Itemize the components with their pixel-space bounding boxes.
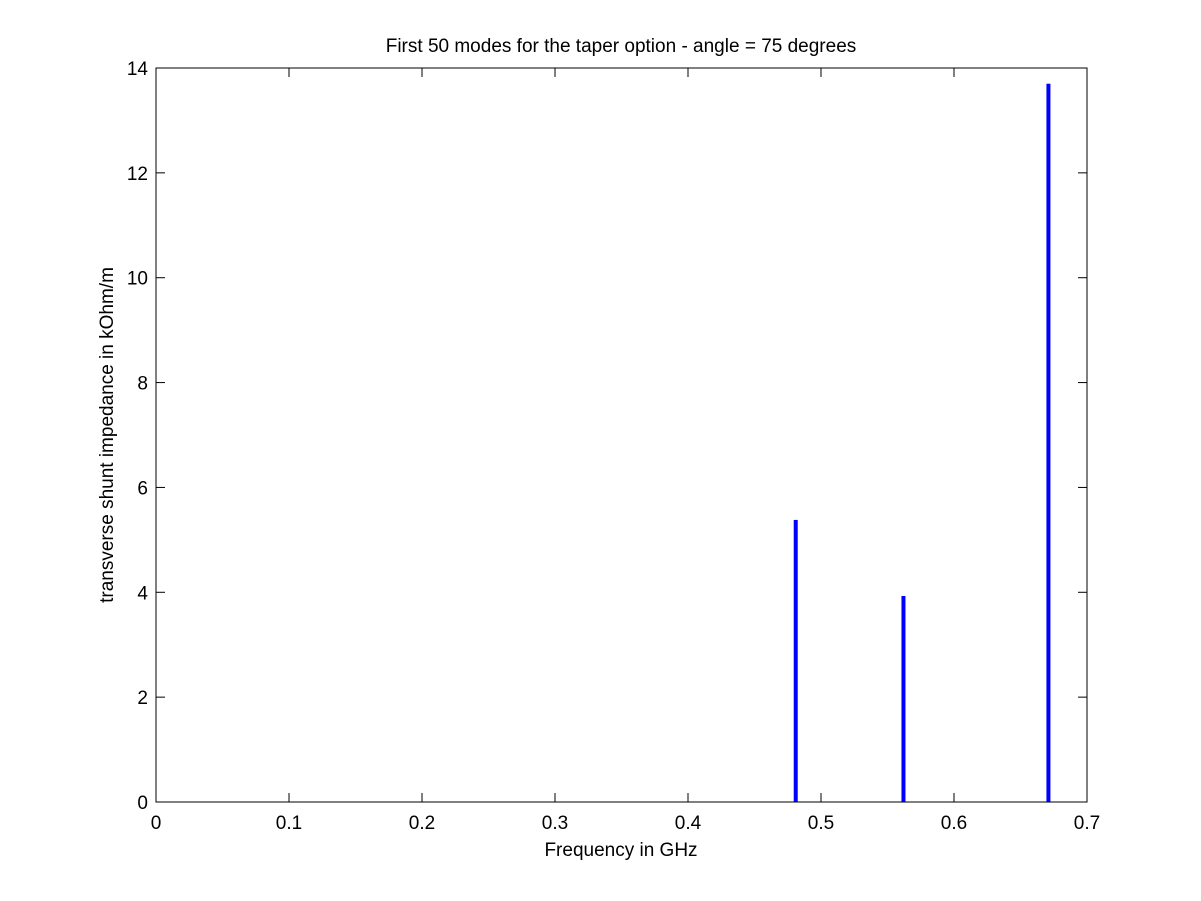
x-tick-label: 0 xyxy=(151,813,162,834)
chart-title: First 50 modes for the taper option - an… xyxy=(386,36,857,57)
y-tick-label: 0 xyxy=(137,793,148,814)
x-tick-labels: 0 0.1 0.2 0.3 0.4 0.5 0.6 0.7 xyxy=(151,813,1101,834)
x-tick-label: 0.1 xyxy=(276,813,302,834)
y-axis-label: transverse shunt impedance in kOhm/m xyxy=(97,267,118,603)
bar xyxy=(793,519,798,802)
y-tick-label: 4 xyxy=(137,583,148,604)
x-tick-label: 0.5 xyxy=(808,813,834,834)
y-tick-label: 6 xyxy=(137,478,148,499)
x-tick-label: 0.4 xyxy=(675,813,702,834)
y-tick-labels: 0 2 4 6 8 10 12 14 xyxy=(127,59,149,814)
x-tick-label: 0.6 xyxy=(941,813,967,834)
x-tick-label: 0.3 xyxy=(542,813,568,834)
x-tick-label: 0.2 xyxy=(409,813,435,834)
y-tick-label: 12 xyxy=(127,164,148,185)
x-axis-label: Frequency in GHz xyxy=(544,840,697,861)
bar xyxy=(1046,83,1051,803)
y-tick-label: 10 xyxy=(127,269,148,290)
bar xyxy=(901,595,906,802)
plot-frame xyxy=(155,67,1088,803)
bar-series xyxy=(793,83,1051,803)
plot-area xyxy=(156,68,1087,802)
y-tick-label: 8 xyxy=(137,374,148,395)
y-tick-label: 2 xyxy=(137,688,148,709)
y-tick-label: 14 xyxy=(127,59,149,80)
x-tick-label: 0.7 xyxy=(1074,813,1100,834)
